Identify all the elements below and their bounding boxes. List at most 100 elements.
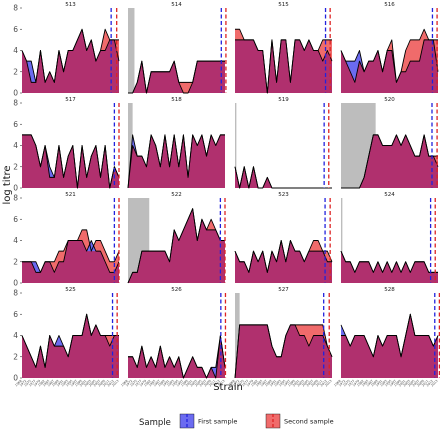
panel-525: 525 0 2 4 6 8 19681972197519771979198219851987…: [13, 287, 119, 388]
x-tick-label: 1993: [60, 379, 69, 388]
panel-526: 5261968197219751977197919821985198719891…: [120, 287, 227, 388]
x-tick-label: 1989: [264, 379, 273, 388]
line-first-sample: [22, 240, 120, 273]
panel-title-514: 514: [171, 2, 182, 8]
y-tick-label: 6: [13, 310, 18, 319]
line-first-sample: [234, 166, 332, 189]
x-tick-label: 1993: [379, 379, 388, 388]
x-tick-label: 1989: [370, 379, 379, 388]
line-second-sample: [340, 28, 438, 83]
panel-524: 524: [340, 192, 438, 283]
panel-527: 5271968197219751977197919821985198719891…: [227, 287, 333, 388]
shaded-region: [341, 198, 343, 283]
x-tick-label: 1999: [74, 379, 83, 388]
panel-title-518: 518: [171, 97, 182, 103]
line-first-sample: [340, 39, 439, 83]
line-first-sample: [234, 324, 333, 379]
panel-title-524: 524: [384, 192, 395, 198]
x-tick-label: 2007: [306, 379, 315, 388]
legend-key-first-sample: First sample: [179, 413, 237, 429]
x-tick-label: 1975: [23, 379, 32, 388]
x-tick-label: 2005: [301, 379, 310, 388]
x-tick-label: 1987: [152, 379, 161, 388]
x-tick-label: 1968: [14, 379, 23, 388]
panel-515: 515: [235, 2, 333, 94]
x-tick-label: 1997: [283, 379, 292, 388]
line-first-sample: [127, 134, 225, 189]
x-tick-label: 2001: [79, 379, 88, 388]
panel-518: 518: [127, 97, 225, 189]
x-tick-label: 1975: [342, 379, 351, 388]
area-overlap: [128, 335, 225, 378]
y-tick-label: 2: [13, 162, 18, 171]
x-tick-label: 1995: [384, 379, 393, 388]
panel-519: 519: [234, 97, 332, 189]
x-tick-label: 1995: [171, 379, 180, 388]
panel-528: 5281968197219751977197919821985198719891…: [333, 287, 440, 388]
x-tick-label: 2005: [407, 379, 416, 388]
panel-521: 521 0 2 4 6 8: [13, 192, 120, 288]
line-first-sample: [128, 335, 226, 379]
area-overlap: [128, 134, 225, 188]
x-tick-label: 1968: [333, 379, 342, 388]
line-first-sample: [340, 250, 438, 273]
x-tick-label: 2013: [217, 379, 226, 388]
x-tick-label: 1997: [176, 379, 185, 388]
x-tick-label: 2012: [426, 379, 435, 388]
x-tick-label: 1985: [361, 379, 370, 388]
panel-522: 522: [127, 192, 226, 284]
x-tick-label: 2007: [93, 379, 102, 388]
x-tick-label: 2009: [310, 379, 319, 388]
x-tick-label: 2012: [107, 379, 116, 388]
x-tick-label: 1991: [375, 379, 384, 388]
panel-title-519: 519: [278, 97, 289, 103]
area-overlap: [341, 134, 438, 188]
y-tick-label: 4: [13, 141, 18, 150]
panel-523: 523: [234, 192, 333, 283]
x-tick-label: 1987: [259, 379, 268, 388]
x-tick-label: 2011: [102, 379, 111, 388]
panel-513: 513 0 2 4 6 8: [13, 2, 120, 98]
panel-516: 516: [340, 2, 439, 93]
legend: Sample First sample Second sample: [139, 413, 334, 429]
x-tick-label: 2009: [97, 379, 106, 388]
x-tick-label: 2007: [199, 379, 208, 388]
x-tick-label: 2007: [412, 379, 421, 388]
x-tick-label: 1989: [51, 379, 60, 388]
x-tick-label: 1999: [393, 379, 402, 388]
x-tick-label: 2011: [421, 379, 430, 388]
x-tick-label: 1979: [246, 379, 255, 388]
x-tick-label: 1968: [120, 379, 129, 388]
x-tick-label: 2003: [83, 379, 92, 388]
panel-title-528: 528: [384, 287, 395, 293]
x-tick-label: 2009: [203, 379, 212, 388]
x-tick-label: 1995: [278, 379, 287, 388]
x-tick-label: 2003: [296, 379, 305, 388]
y-tick-label: 6: [13, 25, 18, 34]
panel-title-516: 516: [384, 2, 395, 8]
panels-layer: 513 0 2 4 6 8 514 515 516 517 0 2 4 6 8 518 519 520 521 0 2 4…: [13, 2, 440, 388]
y-tick-label: 0: [13, 279, 18, 288]
line-first-sample: [234, 240, 332, 273]
shaded-region: [128, 103, 133, 188]
panel-520: 520: [341, 97, 439, 189]
x-tick-label: 2013: [430, 379, 439, 388]
x-tick-label: 2009: [416, 379, 425, 388]
y-tick-label: 6: [13, 120, 18, 129]
panel-title-513: 513: [65, 2, 76, 8]
x-tick-label: 1977: [347, 379, 356, 388]
panel-title-515: 515: [278, 2, 289, 8]
x-tick-label: 1985: [148, 379, 157, 388]
shaded-region: [128, 8, 135, 93]
line-first-sample: [235, 39, 333, 94]
x-tick-label: 1975: [129, 379, 138, 388]
panel-title-522: 522: [171, 192, 182, 198]
line-first-sample: [128, 60, 225, 94]
panel-title-517: 517: [65, 97, 76, 103]
y-tick-label: 8: [13, 99, 18, 108]
x-tick-label: 1972: [125, 379, 134, 388]
x-tick-label: 1993: [166, 379, 175, 388]
panel-title-527: 527: [278, 287, 289, 293]
x-tick-label: 1985: [255, 379, 264, 388]
y-tick-label: 8: [13, 4, 18, 13]
